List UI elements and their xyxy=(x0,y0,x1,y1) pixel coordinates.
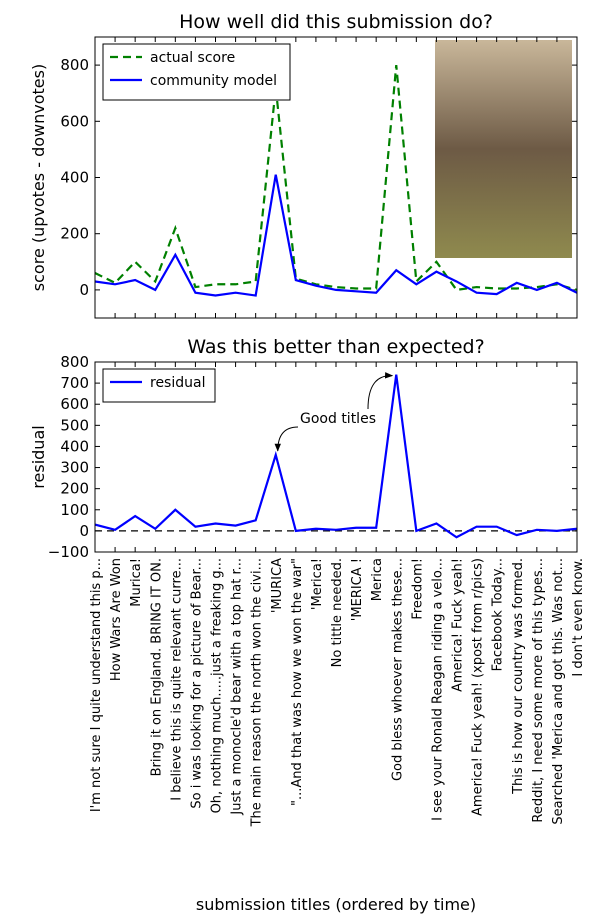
x-tick-label: I don't even know. xyxy=(571,558,586,677)
series-line xyxy=(95,374,577,539)
x-tick-label: Reddit, I need some more of this types..… xyxy=(531,558,546,823)
plot-frame xyxy=(94,361,578,553)
legend-label: actual score xyxy=(150,50,235,66)
x-tick-label: Freedom! xyxy=(410,558,425,620)
x-tick-label: I see your Ronald Reagan riding a velo..… xyxy=(430,558,445,821)
legend-label: residual xyxy=(150,375,205,391)
x-tick-label: "...And that was how we won the war" xyxy=(290,558,305,806)
x-tick-label: Just a monocle'd bear with a top hat r..… xyxy=(230,558,245,816)
x-tick-label: The main reason the north won the civi..… xyxy=(250,558,265,827)
y-tick-label: 600 xyxy=(60,395,89,413)
embedded-image xyxy=(435,40,572,258)
y-axis-label: residual xyxy=(29,425,48,488)
plot-frame xyxy=(94,36,578,319)
chart-title: Was this better than expected? xyxy=(187,336,484,358)
y-tick-label: −100 xyxy=(48,543,89,561)
y-tick-label: 100 xyxy=(60,501,89,519)
x-tick-label: America! Fuck yeah! (xpost from r/pics) xyxy=(471,558,486,816)
legend-box xyxy=(102,368,216,403)
x-tick-label: How Wars Are Won xyxy=(109,558,124,681)
x-tick-label: This is how our country was formed. xyxy=(511,558,526,795)
y-tick-label: 800 xyxy=(60,353,89,371)
y-tick-label: 200 xyxy=(60,225,89,243)
x-tick-label: America! Fuck yeah! xyxy=(451,558,466,692)
annotation: Good titles xyxy=(300,411,376,427)
x-tick-label: Oh, nothing much.....just a freaking g..… xyxy=(210,558,225,813)
y-tick-label: 700 xyxy=(60,374,89,392)
y-axis-label: score (upvotes - downvotes) xyxy=(29,64,48,291)
y-tick-label: 600 xyxy=(60,112,89,130)
y-tick-label: 400 xyxy=(60,437,89,455)
annotation-arrow xyxy=(274,426,299,452)
y-tick-label: 0 xyxy=(79,522,89,540)
x-tick-label: I believe this is quite relevant curre..… xyxy=(169,558,184,801)
x-tick-label: Murica! xyxy=(129,558,144,607)
x-tick-label: Bring it on England. BRING IT ON. xyxy=(149,558,164,776)
x-tick-label: No tittle needed. xyxy=(330,558,345,667)
x-tick-label: So i was looking for a picture of Bear..… xyxy=(189,558,204,809)
y-tick-label: 800 xyxy=(60,56,89,74)
y-tick-label: 500 xyxy=(60,416,89,434)
x-tick-label: 'MURICA xyxy=(270,558,285,613)
x-tick-label: 'Merica! xyxy=(310,558,325,610)
x-tick-label: 'MERICA ! xyxy=(350,558,365,621)
legend-label: community model xyxy=(150,73,277,89)
y-tick-label: 0 xyxy=(79,281,89,299)
y-tick-label: 200 xyxy=(60,480,89,498)
legend-box xyxy=(102,43,291,101)
annotation-arrow xyxy=(367,372,394,410)
x-tick-label: Merica xyxy=(370,558,385,601)
series-line xyxy=(95,64,577,292)
x-tick-label: I'm not sure I quite understand this p..… xyxy=(89,558,104,812)
x-tick-label: Facebook Today... xyxy=(491,558,506,671)
x-tick-label: Searched 'Merica and got this. Was not..… xyxy=(551,558,566,825)
x-tick-label: God bless whoever makes these... xyxy=(390,558,405,781)
x-axis-label: submission titles (ordered by time) xyxy=(196,895,476,914)
chart-title: How well did this submission do? xyxy=(179,11,493,33)
y-tick-label: 300 xyxy=(60,459,89,477)
series-line xyxy=(95,174,577,297)
y-tick-label: 400 xyxy=(60,169,89,187)
